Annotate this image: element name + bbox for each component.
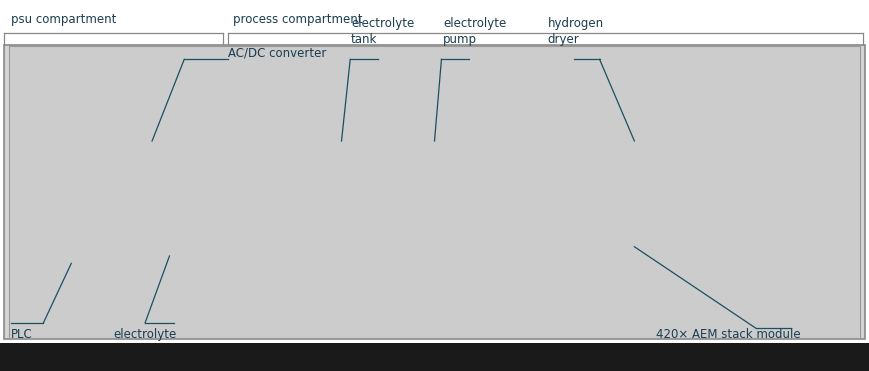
Text: PLC: PLC [11, 328, 33, 341]
Text: psu compartment: psu compartment [11, 13, 116, 26]
Text: process compartment: process compartment [233, 13, 362, 26]
Bar [0, 343, 869, 371]
Text: AC/DC converter: AC/DC converter [228, 46, 326, 59]
Bar [9, 46, 860, 338]
Bar [4, 45, 865, 339]
Text: electrolyte
pump: electrolyte pump [443, 17, 507, 46]
Text: hydrogen
dryer: hydrogen dryer [547, 17, 604, 46]
Text: 420× AEM stack module: 420× AEM stack module [656, 328, 800, 341]
Text: electrolyte
heat exchanger: electrolyte heat exchanger [113, 328, 206, 357]
Text: electrolyte
tank: electrolyte tank [351, 17, 415, 46]
